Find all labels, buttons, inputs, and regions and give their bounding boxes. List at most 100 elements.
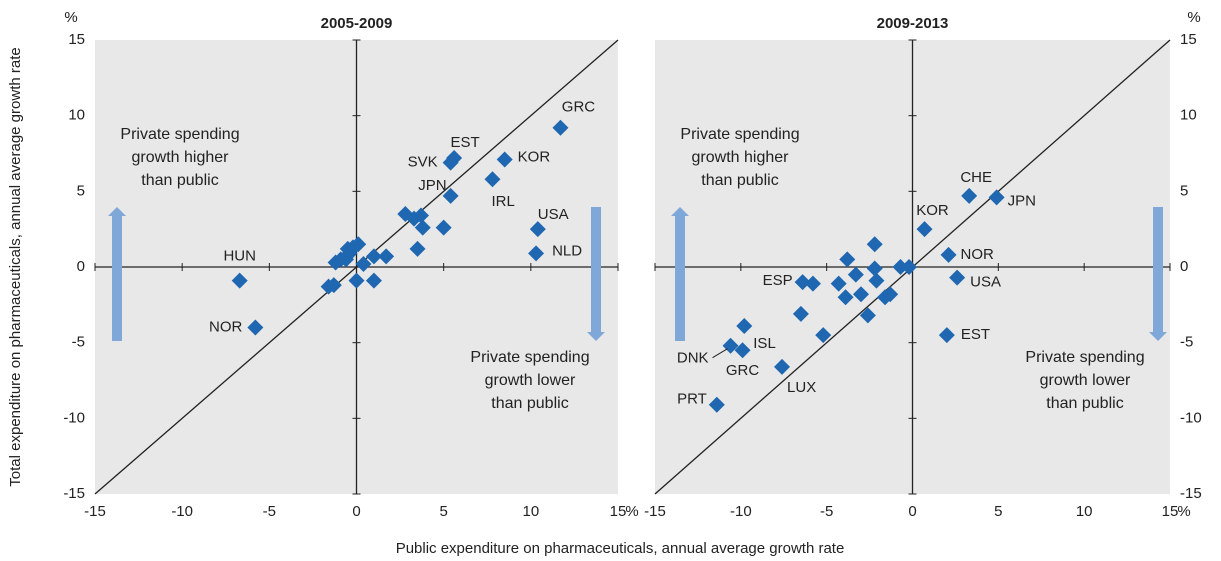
annotation: than public bbox=[1046, 395, 1123, 412]
y-tick-label: -5 bbox=[1180, 334, 1193, 351]
arrow-head bbox=[108, 207, 126, 216]
panel-title: 2005-2009 bbox=[321, 15, 393, 32]
point bbox=[792, 305, 809, 322]
point-label: USA bbox=[970, 274, 1001, 291]
x-tick-label: 10 bbox=[522, 503, 539, 520]
x-tick-label: 5 bbox=[994, 503, 1002, 520]
annotation: Private spending bbox=[470, 349, 589, 366]
y-tick-label: -15 bbox=[1180, 485, 1202, 502]
point bbox=[414, 219, 431, 236]
x-tick-label: -5 bbox=[263, 503, 276, 520]
arrow-head bbox=[1149, 332, 1167, 341]
point bbox=[442, 187, 459, 204]
point-label: EST bbox=[451, 134, 480, 151]
x-tick-label: -10 bbox=[730, 503, 752, 520]
point-label: EST bbox=[961, 326, 990, 343]
point-label: PRT bbox=[677, 391, 707, 408]
point bbox=[774, 358, 791, 375]
point-label: GRC bbox=[726, 362, 760, 379]
point bbox=[847, 266, 864, 283]
x-axis-label: Public expenditure on pharmaceuticals, a… bbox=[396, 540, 845, 557]
annotation: than public bbox=[491, 395, 568, 412]
x-tick-label: -15 bbox=[644, 503, 666, 520]
point-label: NOR bbox=[209, 319, 243, 336]
point bbox=[837, 289, 854, 306]
y-tick-label: 5 bbox=[1180, 182, 1188, 199]
x-unit: % bbox=[625, 503, 638, 520]
annotation: than public bbox=[141, 172, 218, 189]
y-tick-label: -5 bbox=[72, 334, 85, 351]
x-tick-label: 15 bbox=[610, 503, 627, 520]
y-tick-label: 5 bbox=[77, 182, 85, 199]
arrow-shaft bbox=[591, 207, 601, 333]
y-axis-label: Total expenditure on pharmaceuticals, an… bbox=[7, 47, 24, 486]
point-label: SVK bbox=[408, 154, 438, 171]
x-unit: % bbox=[1177, 503, 1190, 520]
point-label: JPN bbox=[1008, 192, 1036, 209]
point bbox=[231, 272, 248, 289]
point bbox=[327, 254, 344, 271]
arrow-head bbox=[587, 332, 605, 341]
point-label: LUX bbox=[787, 379, 816, 396]
annotation: growth higher bbox=[132, 149, 230, 166]
point-label: NLD bbox=[552, 242, 582, 259]
point-label: IRL bbox=[491, 193, 514, 210]
point bbox=[830, 275, 847, 292]
x-tick-label: -5 bbox=[820, 503, 833, 520]
annotation: than public bbox=[701, 172, 778, 189]
point bbox=[853, 286, 869, 303]
arrow-shaft bbox=[112, 215, 122, 341]
point bbox=[859, 307, 876, 324]
point bbox=[949, 269, 966, 286]
annotation: growth higher bbox=[692, 149, 790, 166]
point bbox=[988, 189, 1005, 206]
point-label: JPN bbox=[418, 177, 446, 194]
y-unit: % bbox=[1187, 9, 1200, 26]
point bbox=[355, 255, 372, 272]
point bbox=[868, 272, 885, 289]
point bbox=[320, 278, 337, 295]
point bbox=[804, 275, 821, 292]
annotation: Private spending bbox=[680, 126, 799, 143]
point bbox=[484, 171, 501, 188]
point bbox=[866, 236, 883, 253]
point-label: USA bbox=[538, 206, 569, 223]
point bbox=[365, 248, 382, 265]
point bbox=[435, 219, 452, 236]
point bbox=[552, 119, 569, 136]
point bbox=[940, 246, 957, 263]
x-tick-label: 15 bbox=[1162, 503, 1179, 520]
point bbox=[938, 327, 955, 344]
point bbox=[442, 154, 459, 171]
point bbox=[794, 274, 811, 291]
point bbox=[815, 327, 832, 344]
y-tick-label: 10 bbox=[1180, 107, 1197, 124]
x-tick-label: 0 bbox=[908, 503, 916, 520]
point bbox=[839, 251, 856, 268]
y-tick-label: 10 bbox=[68, 107, 85, 124]
annotation: growth lower bbox=[485, 372, 576, 389]
y-tick-label: 0 bbox=[77, 258, 85, 275]
point bbox=[892, 259, 909, 275]
point bbox=[378, 248, 395, 265]
point bbox=[901, 259, 918, 275]
y-unit: % bbox=[64, 9, 77, 26]
x-tick-label: -15 bbox=[84, 503, 106, 520]
point bbox=[736, 318, 753, 335]
point bbox=[496, 151, 513, 168]
y-tick-label: 15 bbox=[1180, 31, 1197, 48]
point-label: ISL bbox=[753, 335, 776, 352]
point-label: KOR bbox=[518, 149, 551, 166]
arrow-head bbox=[671, 207, 689, 216]
annotation: growth lower bbox=[1040, 372, 1131, 389]
point bbox=[413, 207, 430, 224]
arrow-shaft bbox=[675, 215, 685, 341]
point bbox=[365, 272, 382, 289]
annotation: Private spending bbox=[1025, 349, 1144, 366]
x-tick-label: 10 bbox=[1076, 503, 1093, 520]
point-label: ESP bbox=[763, 272, 793, 289]
point-label: HUN bbox=[223, 248, 256, 265]
y-tick-label: -10 bbox=[63, 409, 85, 426]
x-tick-label: 0 bbox=[352, 503, 360, 520]
